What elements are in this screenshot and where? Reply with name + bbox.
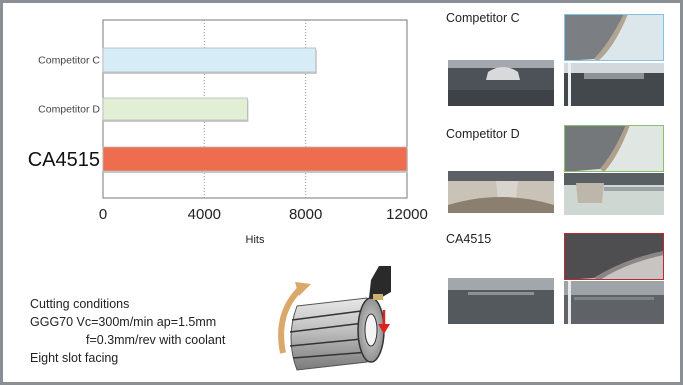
rotation-arrowhead-icon bbox=[295, 282, 311, 296]
conditions-title: Cutting conditions bbox=[30, 297, 130, 311]
photo-competitor-d-flank bbox=[564, 173, 664, 215]
photo-label-ca4515: CA4515 bbox=[446, 232, 492, 246]
category-label: Competitor D bbox=[38, 104, 100, 116]
photo-competitor-d-side bbox=[448, 171, 554, 213]
photo-ca4515-flank bbox=[564, 281, 664, 324]
category-label: Competitor C bbox=[38, 55, 100, 67]
conditions-line-3: Eight slot facing bbox=[30, 351, 119, 365]
x-tick-label: 12000 bbox=[386, 206, 428, 223]
x-tick-label: 4000 bbox=[188, 206, 221, 223]
bar-chart: 0 4000 8000 12000 Competitor C Competitor D CA… bbox=[28, 19, 428, 246]
photo-competitor-c-top bbox=[564, 14, 664, 61]
x-tick-label: 8000 bbox=[289, 206, 322, 223]
photo-ca4515-side bbox=[448, 278, 554, 324]
photo-ca4515-top bbox=[564, 233, 664, 280]
bar-ca4515 bbox=[102, 146, 408, 172]
x-tick-label: 0 bbox=[99, 206, 107, 223]
rotation-arrow-icon bbox=[278, 285, 304, 354]
bar-competitor-c bbox=[102, 47, 317, 73]
x-axis-label: Hits bbox=[246, 234, 265, 246]
bar-competitor-d bbox=[102, 97, 248, 121]
cutting-conditions: Cutting conditions GGG70 Vc=300m/min ap=… bbox=[30, 295, 225, 367]
photo-label-competitor-c: Competitor C bbox=[446, 11, 520, 25]
photo-competitor-c-flank bbox=[564, 63, 664, 106]
category-label: CA4515 bbox=[28, 149, 100, 171]
conditions-line-1: GGG70 Vc=300m/min ap=1.5mm bbox=[30, 315, 217, 329]
cutting-tool-illustration bbox=[278, 266, 391, 371]
tool-holder bbox=[369, 266, 391, 300]
conditions-line-2: f=0.3mm/rev with coolant bbox=[86, 333, 226, 347]
photo-label-competitor-d: Competitor D bbox=[446, 127, 520, 141]
photo-competitor-d-top bbox=[564, 125, 664, 172]
photo-competitor-c-side bbox=[448, 60, 554, 106]
